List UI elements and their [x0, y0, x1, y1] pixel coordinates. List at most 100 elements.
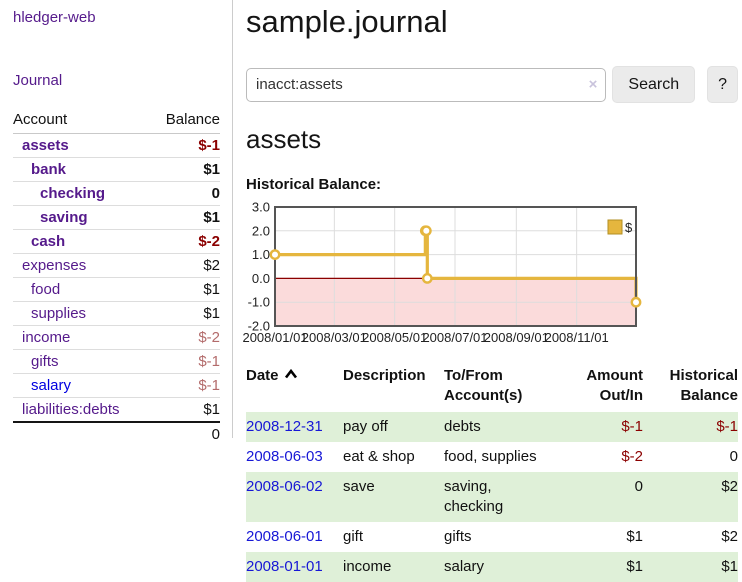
y-axis-tick-label: 0.0: [252, 271, 270, 286]
account-balance: $1: [150, 397, 220, 422]
account-balance: $2: [150, 253, 220, 278]
x-axis-tick-label: 2008/01/01: [242, 330, 307, 345]
page-title: sample.journal: [246, 4, 448, 39]
x-axis-tick-label: 2008/07/01: [422, 330, 487, 345]
account-balance: $-1: [198, 137, 220, 154]
register-date-link[interactable]: 2008-12-31: [246, 418, 323, 435]
account-balance: $1: [150, 277, 220, 302]
account-row: expenses $2: [13, 253, 220, 278]
register-description: pay off: [343, 412, 444, 442]
app-brand-link[interactable]: hledger-web: [13, 9, 96, 26]
accounts-header-account: Account: [13, 109, 151, 134]
sidebar-divider: [232, 0, 233, 438]
register-row: 2008-06-03 eat & shop food, supplies $-2 0: [246, 442, 738, 472]
account-balance: $-1: [150, 373, 220, 398]
sort-ascending-icon: [284, 368, 297, 379]
register-accounts: saving, checking: [444, 472, 562, 522]
register-header-amount: Amount Out/In: [562, 366, 643, 412]
account-row: food $1: [13, 277, 220, 302]
y-axis-tick-label: 3.0: [252, 200, 270, 215]
account-link[interactable]: expenses: [22, 257, 87, 274]
account-link[interactable]: bank: [31, 161, 67, 178]
account-row: liabilities:debts $1: [13, 397, 220, 422]
register-amount: $-2: [621, 448, 643, 465]
register-date: 2008-06-01: [246, 522, 343, 552]
register-date-link[interactable]: 2008-06-03: [246, 448, 323, 465]
account-balance: $1: [150, 205, 220, 230]
account-balance: $-2: [150, 229, 220, 254]
account-row: saving $1: [13, 205, 220, 230]
account-link[interactable]: assets: [22, 137, 69, 154]
account-link[interactable]: checking: [40, 185, 106, 202]
account-row: salary $-1: [13, 373, 220, 398]
register-date: 2008-06-02: [246, 472, 343, 522]
account-link[interactable]: food: [31, 281, 61, 298]
register-header-accounts: To/From Account(s): [444, 366, 562, 412]
y-axis-tick-label: -2.0: [248, 319, 270, 334]
x-axis-tick-label: 2008/09/01: [484, 330, 549, 345]
accounts-total-spacer: [13, 421, 151, 446]
clear-search-icon[interactable]: ×: [588, 75, 598, 93]
register-balance: 0: [729, 448, 738, 465]
register-amount: 0: [562, 472, 643, 522]
account-link[interactable]: saving: [40, 209, 88, 226]
accounts-header-balance: Balance: [150, 109, 220, 134]
account-link[interactable]: cash: [31, 233, 66, 250]
register-accounts: salary: [444, 552, 562, 582]
search-button[interactable]: Search: [612, 66, 696, 103]
historical-balance-chart: $3.0 2.0 1.0 0.0 -1.0 -2.02008/01/012008/03/0…: [242, 200, 642, 345]
account-row: income $-2: [13, 325, 220, 350]
main-content: sample.journal × Search ? assets Histori…: [232, 0, 742, 582]
data-point-marker: [269, 249, 281, 260]
register-date-link[interactable]: 2008-01-01: [246, 558, 323, 575]
register-description: eat & shop: [343, 448, 415, 465]
register-date-link[interactable]: 2008-06-01: [246, 528, 323, 545]
account-link[interactable]: liabilities:debts: [22, 401, 120, 418]
register-description: income: [343, 552, 444, 582]
register-header-label: Amount: [586, 367, 643, 384]
register-balance: $-1: [643, 412, 738, 442]
register-date: 2008-12-31: [246, 412, 343, 442]
register-row: 2008-01-01 income salary $1 $1: [246, 552, 738, 582]
register-header-label: To/From: [444, 367, 503, 384]
account-link[interactable]: supplies: [31, 305, 87, 322]
register-header-label: Balance: [680, 387, 738, 404]
legend-label: $: [625, 220, 633, 235]
register-accounts: food, supplies: [444, 448, 537, 465]
accounts-table: Account Balance assets $-1 bank $1 checking 0…: [13, 109, 220, 446]
help-button[interactable]: ?: [707, 66, 738, 103]
register-header-label: Account(s): [444, 387, 523, 404]
account-row: cash $-2: [13, 229, 220, 254]
data-point-marker: [630, 296, 642, 308]
sidebar-item-journal[interactable]: Journal: [13, 72, 63, 89]
x-axis-tick-label: 2008/05/01: [362, 330, 427, 345]
register-date: 2008-01-01: [246, 552, 343, 582]
register-header-label: Date: [246, 367, 279, 384]
register-balance: $2: [643, 472, 738, 522]
account-balance: $1: [150, 157, 220, 182]
register-amount: $1: [562, 552, 643, 582]
account-balance: 0: [150, 181, 220, 206]
register-balance: $2: [721, 528, 738, 545]
accounts-total-row: 0: [13, 421, 220, 446]
account-balance: $-2: [150, 325, 220, 350]
accounts-total-value: 0: [150, 421, 220, 446]
register-date-link[interactable]: 2008-06-02: [246, 478, 323, 495]
register-table: Date Description To/From Account(s) Amount Ou…: [246, 366, 738, 582]
search-form: × Search ?: [246, 66, 738, 103]
register-accounts: gifts: [444, 528, 472, 545]
account-balance: $-1: [150, 349, 220, 374]
x-axis-tick-label: 2008/03/01: [302, 330, 367, 345]
register-row: 2008-12-31 pay off debts $-1 $-1: [246, 412, 738, 442]
account-link[interactable]: income: [22, 329, 71, 346]
register-amount: $1: [626, 528, 643, 545]
x-axis-tick-label: 2008/11/01: [545, 330, 609, 345]
account-link[interactable]: salary: [31, 377, 72, 394]
account-row: gifts $-1: [13, 349, 220, 374]
register-description: save: [343, 472, 444, 522]
search-input[interactable]: [246, 67, 607, 102]
register-amount: $-1: [562, 412, 643, 442]
register-header-balance: Historical Balance: [643, 366, 738, 412]
register-header-date[interactable]: Date: [246, 366, 343, 412]
account-link[interactable]: gifts: [31, 353, 59, 370]
